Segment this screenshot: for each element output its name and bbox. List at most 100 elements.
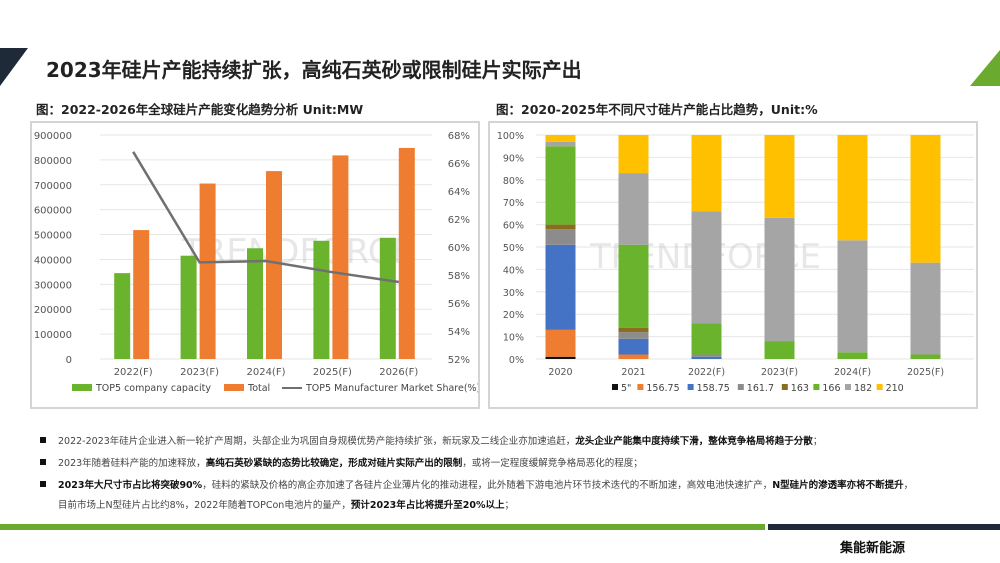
legend-label: 166 xyxy=(822,383,840,394)
x-tick-label: 2024(F) xyxy=(246,367,285,378)
x-tick-label: 2025(F) xyxy=(313,367,352,378)
bar-segment-210 xyxy=(618,135,649,174)
bar-segment-210 xyxy=(837,135,868,241)
legend-swatch xyxy=(224,384,244,391)
bar-segment-1617 xyxy=(691,354,722,357)
y-tick-label: 300000 xyxy=(34,280,72,291)
legend-swatch xyxy=(781,384,788,390)
bullet-bold: 预计2023年占比将提升至20%以上 xyxy=(350,500,505,511)
x-tick-label: 2020 xyxy=(548,367,572,378)
legend-label: 5" xyxy=(621,383,631,394)
legend-swatch xyxy=(72,384,92,391)
bar-segment-15875 xyxy=(691,356,722,359)
y-tick-label: 80% xyxy=(503,176,524,187)
legend-swatch xyxy=(687,384,694,390)
x-tick-label: 2022(F) xyxy=(114,367,153,378)
y-tick-label: 500000 xyxy=(34,231,72,242)
bar-top5 xyxy=(247,248,263,359)
legend-swatch xyxy=(876,384,883,390)
bullet-bold: 高纯石英砂紧缺的态势比较确定，形成对硅片实际产出的限制 xyxy=(205,458,463,469)
bar-segment-166 xyxy=(691,323,722,355)
brand-name: 集能新能源 xyxy=(840,541,906,556)
bar-segment-210 xyxy=(764,135,795,218)
bullet-bold: N型硅片的渗透率亦将不断提升 xyxy=(772,480,904,491)
legend-label: 182 xyxy=(854,383,872,394)
bullet-bold: 2023年大尺寸市占比将突破90% xyxy=(58,480,203,491)
y-tick-label: 700000 xyxy=(34,181,72,192)
bullet-3: 2023年大尺寸市占比将突破90%，硅料的紧缺及价格的高企亦加速了各硅片企业薄片… xyxy=(40,477,913,491)
chart2-title: 图：2020-2025年不同尺寸硅片产能占比趋势，Unit:% xyxy=(496,102,818,117)
x-tick-label: 2023(F) xyxy=(761,367,798,378)
y-tick-label: 100000 xyxy=(34,330,72,341)
bar-total xyxy=(266,171,282,359)
y2-tick-label: 58% xyxy=(448,271,470,282)
y-tick-label: 20% xyxy=(503,310,524,321)
chart2-panel: 0%10%20%30%40%50%60%70%80%90%100%TRENDFO… xyxy=(488,121,978,409)
bullet-icon xyxy=(40,481,46,487)
legend-swatch xyxy=(845,384,851,390)
bullet-tail: ； xyxy=(812,436,823,447)
y-tick-label: 100% xyxy=(497,131,524,142)
y2-tick-label: 56% xyxy=(448,299,470,310)
y-tick-label: 70% xyxy=(503,198,524,209)
legend-label: 156.75 xyxy=(646,383,679,394)
bar-segment-15875 xyxy=(545,244,576,330)
bar-segment-166 xyxy=(618,244,649,328)
x-tick-label: 2026(F) xyxy=(379,367,418,378)
y2-tick-label: 60% xyxy=(448,243,470,254)
capacity-chart: 0 100000 200000 300000 400000 500000 600000 700… xyxy=(34,131,480,394)
bar-top5 xyxy=(114,273,131,359)
footer-bar-dark xyxy=(768,524,1000,530)
bullet-text: 2022-2023年硅片企业进入新一轮扩产周期，头部企业为巩固自身规模优势产能持… xyxy=(58,436,576,447)
x-tick-label: 2021 xyxy=(621,367,645,378)
bar-segment-210 xyxy=(545,135,576,142)
bar-segment-182 xyxy=(545,141,576,147)
bar-total xyxy=(398,147,415,359)
market-share-line xyxy=(132,151,399,284)
bar-segment-163 xyxy=(545,224,576,230)
header-accent-left xyxy=(0,48,28,86)
y-tick-label: 600000 xyxy=(34,206,72,217)
bullet-icon xyxy=(40,437,46,443)
legend-label: TOP5 Manufacturer Market Share(%) xyxy=(305,383,478,394)
bar-segment-166 xyxy=(910,354,941,359)
bar-segment-1617 xyxy=(618,332,649,339)
y-tick-label: 10% xyxy=(503,333,524,344)
y-tick-label: 900000 xyxy=(34,131,72,142)
legend-swatch xyxy=(813,384,820,390)
bar-segment-166 xyxy=(545,146,576,225)
x-tick-label: 2022(F) xyxy=(688,367,725,378)
legend-label: Total xyxy=(247,383,270,394)
legend-label: TOP5 company capacity xyxy=(95,383,211,394)
bar-top5 xyxy=(313,240,330,359)
y2-tick-label: 66% xyxy=(448,159,470,170)
bar-segment-15675 xyxy=(545,329,576,357)
legend-label: 163 xyxy=(791,383,809,394)
bar-segment-182 xyxy=(910,262,941,355)
legend-swatch xyxy=(612,384,618,390)
x-tick-label: 2025(F) xyxy=(907,367,944,378)
page-title: 2023年硅片产能持续扩张，高纯石英砂或限制硅片实际产出 xyxy=(46,58,582,82)
bar-total xyxy=(199,183,216,359)
bar-segment-182 xyxy=(618,173,649,245)
bar-total xyxy=(332,155,349,359)
bullet-text: ，硅料的紧缺及价格的高企亦加速了各硅片企业薄片化的推动进程，此外随着下游电池片环… xyxy=(202,480,773,491)
bar-segment-1617 xyxy=(545,229,576,245)
bullet-icon xyxy=(40,459,46,465)
x-tick-label: 2024(F) xyxy=(834,367,871,378)
y-tick-label: 0% xyxy=(509,355,524,366)
wafer-size-chart: 0%10%20%30%40%50%60%70%80%90%100%TRENDFO… xyxy=(497,131,974,394)
y-tick-label: 800000 xyxy=(34,156,72,167)
bullet-2: 2023年随着硅料产能的加速释放，高纯石英砂紧缺的态势比较确定，形成对硅片实际产… xyxy=(40,455,643,469)
y2-tick-label: 68% xyxy=(448,131,470,142)
bullet-tail: ； xyxy=(504,500,515,511)
legend-swatch xyxy=(737,384,744,390)
legend-swatch xyxy=(637,384,644,390)
bar-segment-182 xyxy=(691,211,722,324)
y-tick-label: 200000 xyxy=(34,305,72,316)
bullet-bold: 龙头企业产能集中度持续下滑，整体竞争格局将趋于分散 xyxy=(575,436,813,447)
bullet-1: 2022-2023年硅片企业进入新一轮扩产周期，头部企业为巩固自身规模优势产能持… xyxy=(40,433,822,447)
y-tick-label: 40% xyxy=(503,265,524,276)
chart1-title: 图：2022-2026年全球硅片产能变化趋势分析 Unit:MW xyxy=(36,102,364,117)
bar-segment-166 xyxy=(837,352,868,359)
